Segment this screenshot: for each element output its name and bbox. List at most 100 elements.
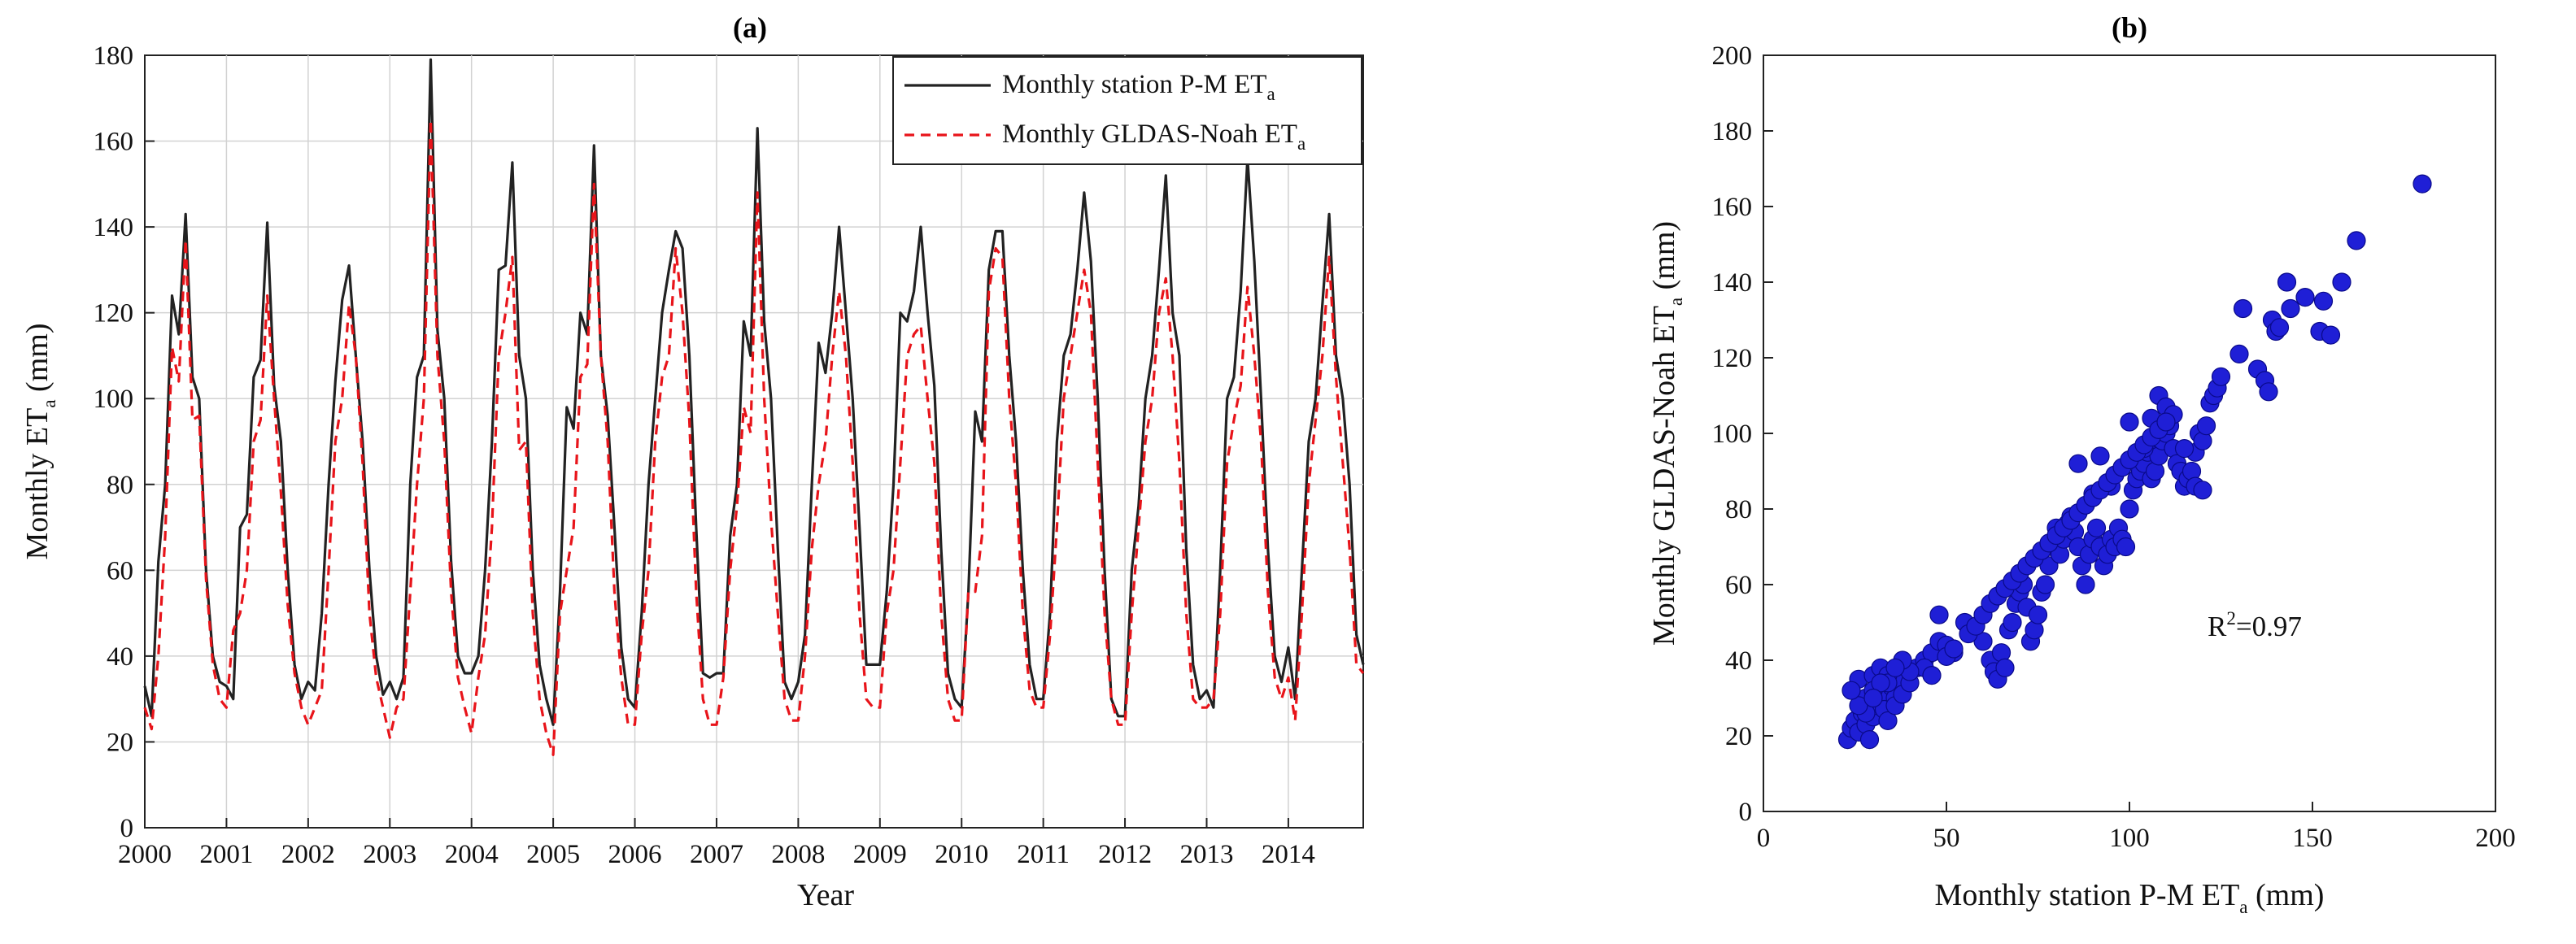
panel-b-label: (b) bbox=[2112, 11, 2147, 44]
panel-b-y-tick-label-10: 200 bbox=[1712, 41, 1753, 71]
scatter-point-164 bbox=[1871, 673, 1890, 693]
panel-a-legend: Monthly station P-M ETa Monthly GLDAS-No… bbox=[892, 56, 1362, 165]
panel-b-x-tick-label-3: 150 bbox=[2292, 824, 2333, 853]
panel-b-y-tick-label-1: 20 bbox=[1725, 722, 1752, 751]
panel-a-x-tick-label-7: 2007 bbox=[690, 840, 743, 869]
scatter-point-158 bbox=[2156, 412, 2176, 432]
panel-b-y-tick-label-6: 120 bbox=[1712, 344, 1753, 373]
scatter-point-128 bbox=[1922, 665, 1942, 685]
scatter-point-96 bbox=[2211, 367, 2231, 386]
scatter-point-107 bbox=[2174, 438, 2195, 459]
scatter-point-49 bbox=[2039, 556, 2059, 576]
scatter-point-39 bbox=[2003, 612, 2022, 633]
panel-a-y-tick-label-9: 180 bbox=[94, 41, 134, 71]
scatter-point-126 bbox=[2413, 174, 2432, 194]
panel-a-x-tick-label-10: 2010 bbox=[935, 840, 988, 869]
r-squared-sup: 2 bbox=[2226, 608, 2236, 629]
scatter-point-48 bbox=[2035, 575, 2055, 594]
panel-a-y-axis-label-units: (mm) bbox=[20, 324, 54, 400]
panel-a-y-tick-label-1: 20 bbox=[107, 728, 133, 757]
legend-box bbox=[892, 56, 1362, 165]
panel-a-x-tick-label-0: 2000 bbox=[118, 840, 172, 869]
scatter-point-97 bbox=[2068, 454, 2088, 473]
legend-entry-station-pm: Monthly station P-M ETa bbox=[1002, 70, 1275, 104]
legend-entry-gldas-noah-sub: a bbox=[1297, 133, 1305, 154]
panel-b-x-axis-label: Monthly station P-M ETa (mm) bbox=[1935, 878, 2325, 917]
scatter-point-70 bbox=[2116, 537, 2136, 557]
panel-b-x-axis-label-units: (mm) bbox=[2248, 878, 2325, 912]
scatter-point-109 bbox=[2193, 481, 2212, 500]
panel-a-x-tick-label-1: 2001 bbox=[199, 840, 253, 869]
scatter-point-111 bbox=[2233, 298, 2253, 319]
scatter-point-120 bbox=[2295, 288, 2315, 307]
panel-b-x-tick-label-1: 50 bbox=[1933, 824, 1960, 853]
panel-a-x-tick-label-8: 2008 bbox=[771, 840, 825, 869]
panel-a-x-tick-label-14: 2014 bbox=[1262, 840, 1315, 869]
panel-b-y-tick-label-4: 80 bbox=[1725, 495, 1752, 524]
scatter-point-30 bbox=[1929, 605, 1949, 624]
panel-b-y-tick-label-8: 160 bbox=[1712, 193, 1753, 222]
panel-a-y-tick-label-5: 100 bbox=[94, 385, 134, 414]
panel-b-y-tick-label-0: 0 bbox=[1739, 798, 1753, 827]
scatter-point-110 bbox=[2229, 344, 2249, 363]
panel-a-y-tick-label-4: 80 bbox=[107, 471, 133, 500]
scatter-point-32 bbox=[1973, 632, 1993, 651]
panel-a-x-tick-labels: 2000 2001 2002 2003 2004 2005 2006 2007 2008 2009… bbox=[118, 818, 1315, 869]
panel-a-x-tick-label-6: 2006 bbox=[608, 840, 662, 869]
panel-a-x-tick-label-9: 2009 bbox=[853, 840, 907, 869]
scatter-point-59 bbox=[2076, 575, 2095, 594]
scatter-point-130 bbox=[1944, 639, 1964, 659]
legend-entry-station-pm-sub: a bbox=[1266, 84, 1275, 104]
scatter-point-62 bbox=[2086, 518, 2107, 537]
r-squared-main: R bbox=[2208, 611, 2227, 642]
scatter-point-92 bbox=[2196, 416, 2216, 436]
panel-b-x-axis-label-sub: a bbox=[2239, 897, 2247, 917]
panel-b-y-tick-label-3: 60 bbox=[1725, 571, 1752, 600]
scatter-point-163 bbox=[1885, 658, 1905, 677]
panel-a-x-tick-label-2: 2002 bbox=[281, 840, 335, 869]
panel-b-x-tick-labels: 0 50 100 150 200 bbox=[1757, 802, 2516, 853]
panel-a-y-tick-label-2: 40 bbox=[107, 642, 133, 672]
scatter-point-122 bbox=[2313, 291, 2334, 311]
scatter-point-168 bbox=[1863, 688, 1883, 708]
scatter-point-99 bbox=[2090, 446, 2110, 466]
scatter-point-117 bbox=[2269, 318, 2290, 337]
scatter-point-118 bbox=[2277, 272, 2297, 292]
panel-a-x-axis-label: Year bbox=[797, 878, 854, 912]
panel-b-y-axis-label-sub: a bbox=[1666, 298, 1686, 306]
panel-b-y-tick-label-9: 180 bbox=[1712, 117, 1753, 146]
panel-b-x-tick-label-2: 100 bbox=[2109, 824, 2150, 853]
panel-b-y-axis-label: Monthly GLDAS-Noah ETa (mm) bbox=[1647, 221, 1686, 646]
panel-a-x-tick-label-3: 2003 bbox=[363, 840, 416, 869]
panel-a-y-axis-label: Monthly ETa (mm) bbox=[20, 324, 59, 560]
panel-a-y-tick-label-6: 120 bbox=[94, 299, 134, 328]
scatter-point-37 bbox=[1995, 658, 2015, 677]
scatter-point-124 bbox=[2332, 272, 2352, 292]
legend-entry-gldas-noah-main: Monthly GLDAS-Noah ET bbox=[1002, 120, 1297, 149]
panel-a-y-tick-label-3: 60 bbox=[107, 556, 133, 585]
scatter-point-6 bbox=[1859, 729, 1880, 750]
scatter-point-167 bbox=[1842, 681, 1861, 700]
panel-a-x-tick-label-12: 2012 bbox=[1098, 840, 1152, 869]
legend-entry-gldas-noah: Monthly GLDAS-Noah ETa bbox=[1002, 120, 1305, 154]
panel-b-x-tick-label-0: 0 bbox=[1757, 824, 1771, 853]
scatter-point-114 bbox=[2259, 382, 2278, 402]
panel-b-x-tick-label-4: 200 bbox=[2475, 824, 2516, 853]
panel-a-label: (a) bbox=[733, 11, 767, 44]
panel-b-y-axis-label-units: (mm) bbox=[1647, 221, 1681, 298]
panel-b-scatter-points bbox=[1837, 174, 2432, 750]
panel-a-y-tick-label-0: 0 bbox=[120, 814, 134, 843]
panel-a-y-axis-label-sub: a bbox=[39, 399, 59, 407]
panel-a-x-tick-label-5: 2005 bbox=[526, 840, 580, 869]
panel-b-y-tick-label-7: 140 bbox=[1712, 268, 1753, 298]
panel-a-y-tick-label-7: 140 bbox=[94, 213, 134, 242]
scatter-point-101 bbox=[2120, 412, 2139, 432]
panel-a-x-tick-label-4: 2004 bbox=[445, 840, 499, 869]
scatter-point-119 bbox=[2281, 298, 2300, 319]
panel-b-y-tick-label-5: 100 bbox=[1712, 420, 1753, 449]
panel-b-x-axis-label-main: Monthly station P-M ET bbox=[1935, 878, 2240, 912]
scatter-point-11 bbox=[1878, 711, 1898, 731]
panel-a-x-tick-label-11: 2011 bbox=[1017, 840, 1070, 869]
